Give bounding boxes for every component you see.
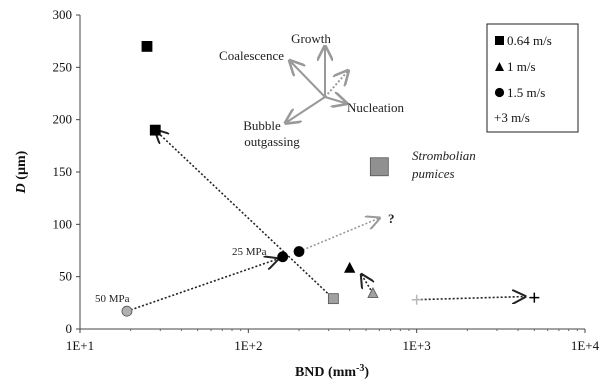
reference-point: [411, 294, 422, 305]
legend-marker-triangle: [495, 62, 504, 71]
x-tick-label: 1E+1: [66, 338, 94, 353]
data-point: [344, 261, 356, 273]
x-tick-label: 1E+2: [234, 338, 262, 353]
x-axis-label: BND (mm-3): [295, 363, 369, 380]
trend-arrow: [155, 130, 334, 300]
y-tick-label: 250: [53, 59, 73, 74]
axis-ticks: 0 50 100 150 200 250 300 1E+1 1E+2 1E+3 1E+4: [53, 7, 600, 353]
x-tick-label: 1E+4: [571, 338, 600, 353]
strombolian-label-1: Strombolian: [412, 148, 476, 163]
growth-label: Growth: [291, 31, 331, 46]
y-tick-label: 200: [53, 112, 73, 127]
data-point: [293, 246, 305, 257]
data-point: [529, 292, 540, 303]
data-point: [141, 41, 153, 52]
pressure-50-label: 50 MPa: [95, 293, 130, 305]
x-tick-label: 1E+3: [403, 338, 431, 353]
trend-arrow: [126, 259, 278, 312]
y-tick-label: 150: [53, 164, 73, 179]
reference-point: [121, 305, 133, 317]
y-tick-label: 0: [66, 321, 73, 336]
process-vector-diagram: Growth Coalescence Nucleation Bubble out…: [219, 31, 405, 149]
coalescence-vector: [291, 62, 326, 98]
bubble-outgassing-label-1: Bubble: [243, 118, 281, 133]
y-axis-label: D (µm): [14, 150, 29, 194]
y-tick-label: 300: [53, 7, 73, 22]
legend-item-064: 0.64 m/s: [507, 33, 552, 48]
reference-point: [327, 293, 339, 305]
outgassing-vector: [287, 96, 326, 122]
nucleation-label: Nucleation: [347, 100, 405, 115]
legend-item-1: 1 m/s: [507, 59, 536, 74]
strombolian-label-2: pumices: [411, 166, 455, 181]
nucleation-vector: [324, 97, 345, 103]
reference-point: [367, 287, 379, 298]
trend-arrow: [416, 297, 525, 300]
bubble-outgassing-label-2: outgassing: [244, 134, 300, 149]
data-point: [149, 124, 161, 136]
trend-arrows: [126, 130, 525, 312]
legend: 0.64 m/s 1 m/s 1.5 m/s +3 m/s: [486, 23, 579, 133]
legend-item-3: +3 m/s: [494, 110, 530, 125]
combined-vector: [324, 72, 347, 98]
legend-item-15: 1.5 m/s: [507, 85, 545, 100]
strombolian-pumice-marker: [369, 157, 389, 177]
coalescence-label: Coalescence: [219, 48, 284, 63]
data-points: [121, 41, 540, 317]
trend-arrow: [298, 218, 379, 253]
data-point: [277, 251, 289, 263]
y-tick-label: 100: [53, 216, 73, 231]
y-tick-label: 50: [59, 269, 72, 284]
legend-marker-circle: [494, 87, 505, 98]
question-mark: ?: [388, 211, 395, 226]
legend-marker-square: [495, 36, 504, 45]
pressure-25-label: 25 MPa: [232, 246, 267, 258]
